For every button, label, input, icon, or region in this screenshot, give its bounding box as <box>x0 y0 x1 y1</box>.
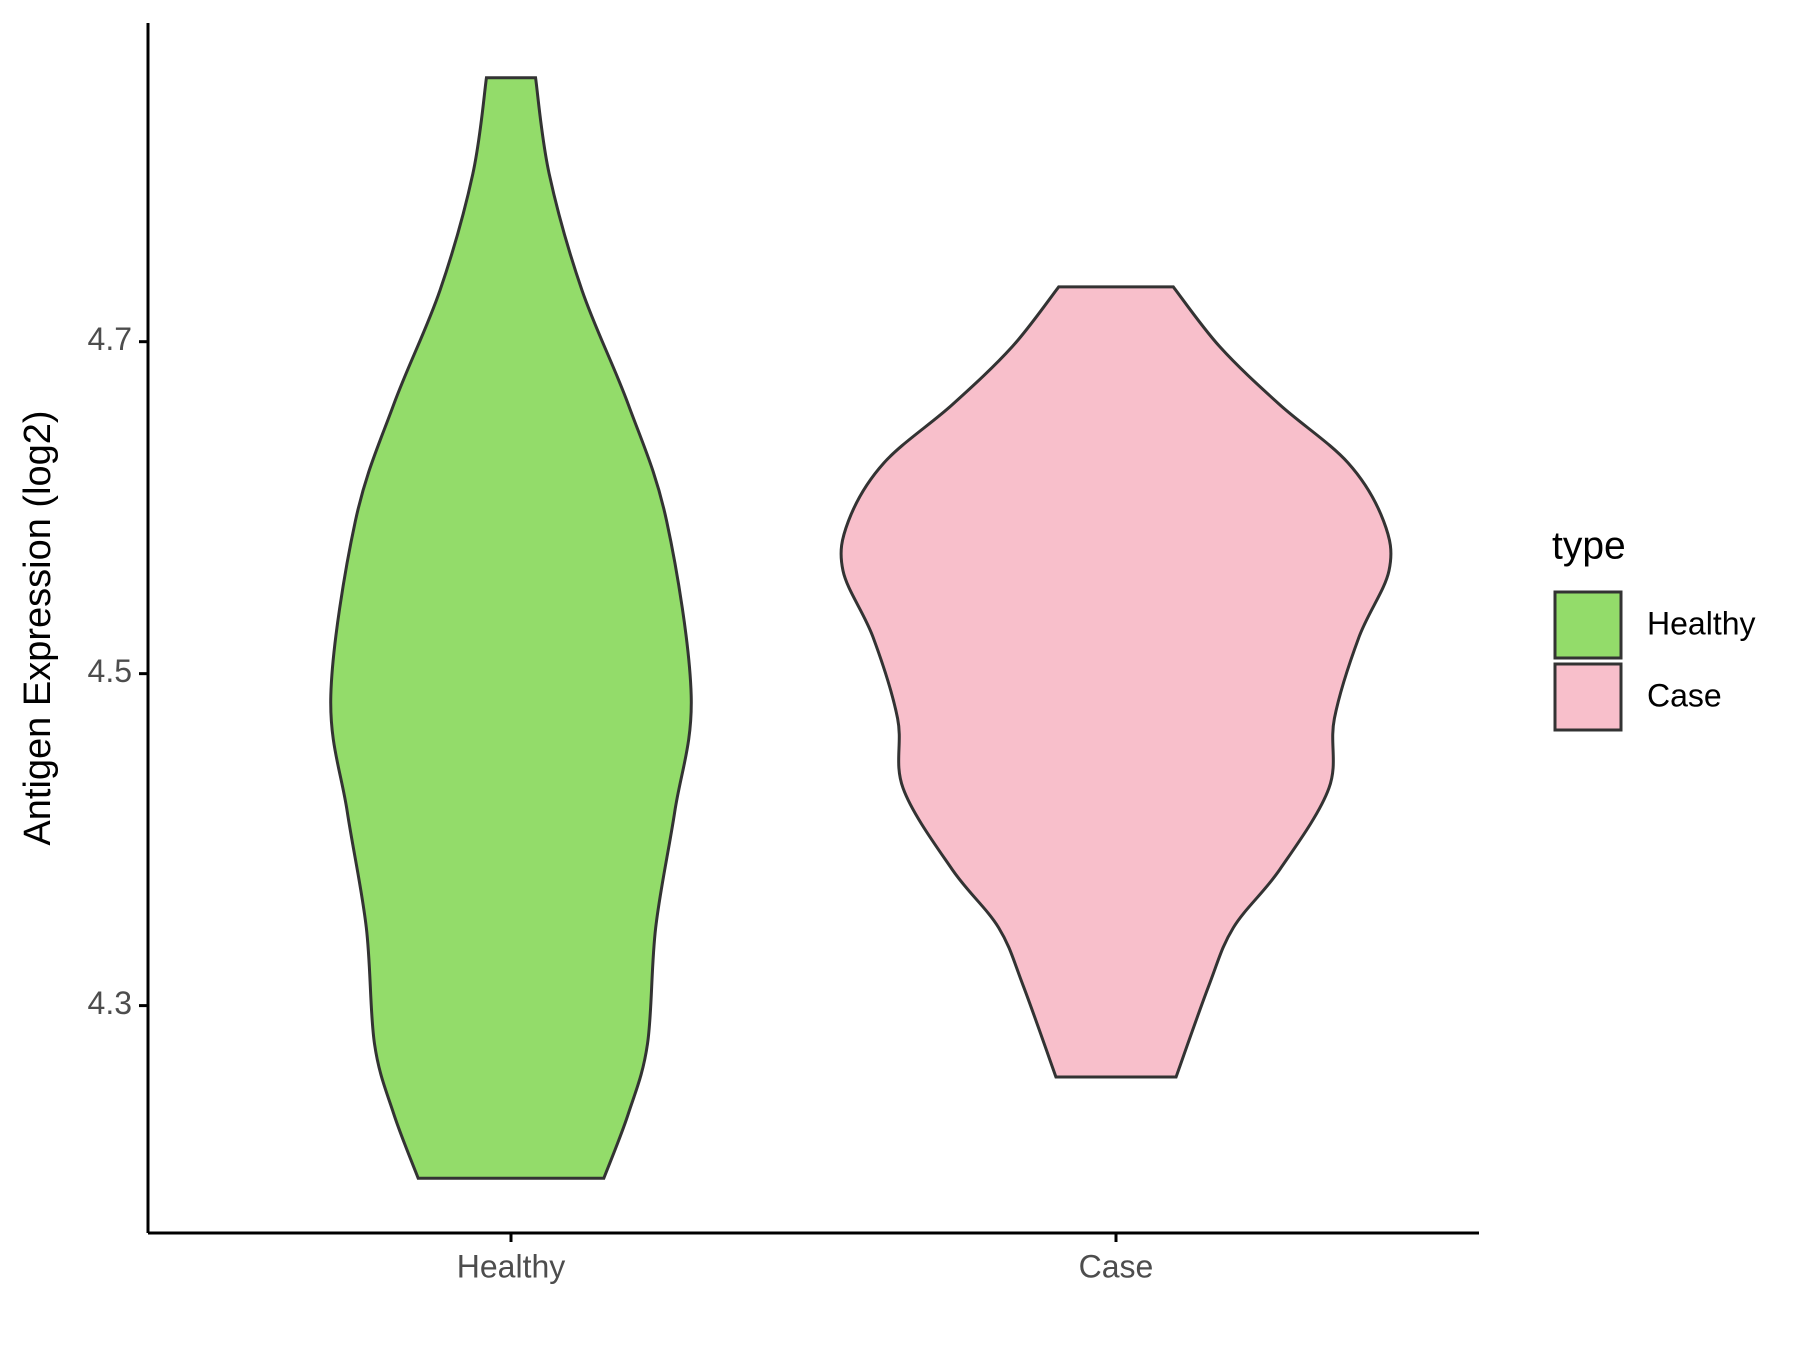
legend-key <box>1553 590 1623 660</box>
violin <box>329 76 693 1180</box>
y-axis-title: Antigen Expression (log2) <box>17 410 59 845</box>
x-tick-label: Case <box>1079 1248 1154 1284</box>
violin <box>839 285 1393 1079</box>
legend-key <box>1553 662 1623 732</box>
x-tick-label: Healthy <box>457 1248 566 1284</box>
legend-label: Case <box>1647 677 1722 713</box>
legend-label: Healthy <box>1647 605 1756 641</box>
y-tick-label: 4.3 <box>88 985 132 1021</box>
y-tick-label: 4.5 <box>88 653 132 689</box>
y-tick-label: 4.7 <box>88 321 132 357</box>
legend-title: type <box>1552 524 1626 567</box>
